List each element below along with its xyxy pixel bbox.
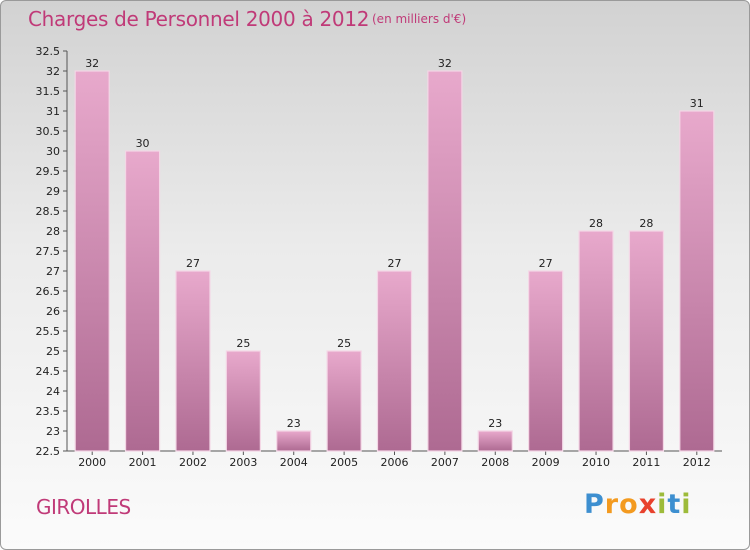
y-tick-label: 24 bbox=[46, 385, 60, 398]
y-tick-label: 27.5 bbox=[36, 245, 61, 258]
y-tick-label: 28 bbox=[46, 225, 60, 238]
y-tick-label: 23.5 bbox=[36, 405, 61, 418]
x-tick-label: 2009 bbox=[532, 456, 560, 469]
bar-value-label: 32 bbox=[438, 57, 452, 70]
logo-letter: i bbox=[657, 489, 668, 520]
bar[interactable] bbox=[528, 270, 564, 452]
x-tick-label: 2005 bbox=[330, 456, 358, 469]
y-tick-label: 31.5 bbox=[36, 85, 61, 98]
bar-value-label: 32 bbox=[85, 57, 99, 70]
x-tick-label: 2008 bbox=[481, 456, 509, 469]
bar-value-label: 28 bbox=[589, 217, 603, 230]
y-tick-label: 23 bbox=[46, 425, 60, 438]
chart-title: Charges de Personnel 2000 à 2012 bbox=[28, 7, 370, 31]
y-tick-label: 27 bbox=[46, 265, 60, 278]
bar[interactable] bbox=[326, 350, 362, 452]
logo-letter: x bbox=[638, 489, 658, 520]
bar-value-label: 27 bbox=[388, 257, 402, 270]
chart-bars bbox=[74, 70, 715, 452]
x-tick-label: 2000 bbox=[78, 456, 106, 469]
bar-value-label: 27 bbox=[539, 257, 553, 270]
x-tick-label: 2012 bbox=[683, 456, 711, 469]
y-tick-label: 22.5 bbox=[36, 445, 61, 458]
x-tick-label: 2001 bbox=[129, 456, 157, 469]
x-tick-label: 2007 bbox=[431, 456, 459, 469]
bar-value-label: 28 bbox=[639, 217, 653, 230]
bar[interactable] bbox=[578, 230, 614, 452]
bar-value-label: 23 bbox=[488, 417, 502, 430]
bar[interactable] bbox=[477, 430, 513, 452]
logo-letter: P bbox=[584, 489, 605, 520]
y-tick-label: 28.5 bbox=[36, 205, 61, 218]
logo-letter: i bbox=[681, 489, 692, 520]
y-tick-label: 24.5 bbox=[36, 365, 61, 378]
bar[interactable] bbox=[74, 70, 110, 452]
bar-value-label: 30 bbox=[136, 137, 150, 150]
bar-value-label: 27 bbox=[186, 257, 200, 270]
y-tick-label: 30.5 bbox=[36, 125, 61, 138]
bar[interactable] bbox=[427, 70, 463, 452]
y-tick-label: 31 bbox=[46, 105, 60, 118]
bar[interactable] bbox=[376, 270, 413, 452]
logo-letter: r bbox=[604, 489, 620, 520]
y-tick-label: 26.5 bbox=[36, 285, 61, 298]
x-tick-label: 2006 bbox=[381, 456, 409, 469]
chart-labels: 32 30 27 25 23 25 27 32 23 27 28 28 31 bbox=[85, 57, 704, 430]
bar-value-label: 25 bbox=[337, 337, 351, 350]
y-tick-label: 32.5 bbox=[36, 45, 61, 58]
y-tick-label: 32 bbox=[46, 65, 60, 78]
x-tick-label: 2010 bbox=[582, 456, 610, 469]
chart-axes: 22.5 23 23.5 24 24.5 25 25.5 26 26.5 27 27.5 28 28.5… bbox=[36, 45, 722, 469]
y-tick-label: 30 bbox=[46, 145, 60, 158]
x-tick-label: 2004 bbox=[280, 456, 308, 469]
y-tick-label: 29 bbox=[46, 185, 60, 198]
bar-value-label: 31 bbox=[690, 97, 704, 110]
commune-name: GIROLLES bbox=[36, 495, 131, 519]
bar[interactable] bbox=[276, 430, 312, 452]
bar[interactable] bbox=[679, 110, 715, 452]
bar[interactable] bbox=[628, 230, 665, 452]
logo-letter: o bbox=[619, 489, 639, 520]
bar[interactable] bbox=[124, 150, 161, 452]
x-tick-label: 2003 bbox=[229, 456, 257, 469]
bar[interactable] bbox=[175, 270, 211, 452]
proxiti-logo[interactable]: Proxiti bbox=[584, 489, 692, 520]
x-tick-label: 2011 bbox=[632, 456, 660, 469]
bar[interactable] bbox=[225, 350, 261, 452]
y-tick-label: 25 bbox=[46, 345, 60, 358]
y-tick-label: 29.5 bbox=[36, 165, 61, 178]
bar-value-label: 23 bbox=[287, 417, 301, 430]
y-tick-label: 26 bbox=[46, 305, 60, 318]
logo-letter: t bbox=[667, 489, 682, 520]
bar-value-label: 25 bbox=[236, 337, 250, 350]
chart-unit: (en milliers d'€) bbox=[372, 12, 467, 26]
y-tick-label: 25.5 bbox=[36, 325, 61, 338]
x-tick-label: 2002 bbox=[179, 456, 207, 469]
